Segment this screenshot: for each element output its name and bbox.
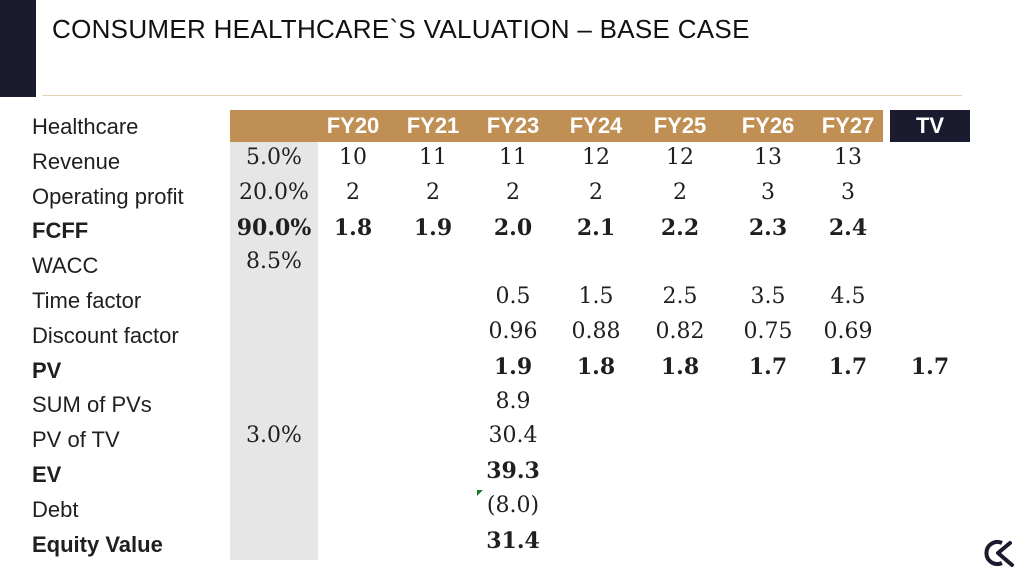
cell-comment-marker <box>477 490 483 496</box>
table-cell: 12 <box>666 145 694 170</box>
table-cell: 2.1 <box>576 214 616 241</box>
table-cell: 3.5 <box>750 284 786 310</box>
table-cell: 1.8 <box>660 353 700 380</box>
assumption-column <box>230 142 318 560</box>
row-label-operating-profit: Operating profit <box>32 183 184 209</box>
assumption-cell: 5.0% <box>246 145 302 170</box>
table-cell: 0.82 <box>655 319 705 344</box>
table-cell: 1.7 <box>910 353 950 380</box>
tv-header-band <box>890 110 970 142</box>
table-cell: 39.3 <box>486 458 540 485</box>
accent-bar <box>0 0 36 97</box>
row-label-discount-factor: Discount factor <box>32 322 179 348</box>
table-cell: 31.4 <box>486 527 540 554</box>
table-cell: 1.9 <box>413 214 453 241</box>
assumption-cell: 90.0% <box>236 214 312 241</box>
column-header-fy24: FY24 <box>569 113 623 138</box>
assumption-cell: 20.0% <box>239 179 309 205</box>
table-cell: 2.3 <box>748 214 788 241</box>
table-cell: 0.96 <box>488 319 538 344</box>
row-label-pv: PV <box>32 357 62 383</box>
title-divider <box>42 95 962 96</box>
table-cell: 3 <box>761 179 775 205</box>
row-label-fcff: FCFF <box>32 218 89 244</box>
table-cell: 30.4 <box>488 423 538 449</box>
table-cell: 8.9 <box>495 388 531 414</box>
table-cell: 13 <box>754 145 782 170</box>
company-logo-icon <box>984 540 1014 567</box>
table-cell: 2 <box>589 179 603 205</box>
column-header-fy23: FY23 <box>486 113 540 138</box>
column-header-fy26: FY26 <box>741 113 795 138</box>
column-header-fy21: FY21 <box>406 113 460 138</box>
table-cell: 0.5 <box>495 284 531 310</box>
table-cell: 2 <box>673 179 687 205</box>
row-label-equity-value: Equity Value <box>32 531 163 557</box>
table-cell: 11 <box>499 145 527 170</box>
row-label-debt: Debt <box>32 496 79 522</box>
slide-title: CONSUMER HEALTHCARE`S VALUATION – BASE C… <box>52 14 750 44</box>
table-cell: 0.75 <box>743 319 793 344</box>
row-label-pv-of-tv: PV of TV <box>32 427 120 453</box>
header-label: Healthcare <box>32 114 139 139</box>
table-cell: 1.7 <box>748 353 788 380</box>
table-cell: (8.0) <box>486 493 540 518</box>
table-cell: 1.5 <box>578 284 614 310</box>
header-band <box>230 110 883 142</box>
table-cell: 11 <box>419 145 447 170</box>
table-cell: 0.69 <box>823 319 873 344</box>
table-cell: 12 <box>582 145 610 170</box>
assumption-cell: 8.5% <box>246 249 302 275</box>
table-cell: 2 <box>506 179 520 205</box>
table-cell: 0.88 <box>571 319 621 344</box>
table-cell: 1.9 <box>493 353 533 380</box>
table-cell: 1.8 <box>576 353 616 380</box>
column-header-fy25: FY25 <box>653 113 707 138</box>
row-label-time-factor: Time factor <box>32 287 142 313</box>
table-cell: 10 <box>339 145 367 170</box>
assumption-cell: 3.0% <box>246 423 302 449</box>
row-label-ev: EV <box>32 461 62 487</box>
table-cell: 1.7 <box>828 353 868 380</box>
column-header-fy27: FY27 <box>821 113 875 138</box>
row-labels: Healthcare Revenue Operating profit FCFF… <box>32 110 232 562</box>
column-header-tv: TV <box>915 113 945 138</box>
table-cell: 13 <box>834 145 862 170</box>
table-cell: 3 <box>841 179 855 205</box>
table-cell: 2.4 <box>828 214 868 241</box>
table-cell: 4.5 <box>830 284 866 310</box>
table-cell: 2 <box>346 179 360 205</box>
table-cell: 2.0 <box>493 214 533 241</box>
row-label-sum-of-pvs: SUM of PVs <box>32 392 152 418</box>
table-cell: 2.5 <box>662 284 698 310</box>
column-header-fy20: FY20 <box>326 113 380 138</box>
row-label-revenue: Revenue <box>32 148 121 174</box>
row-label-wacc: WACC <box>32 253 99 279</box>
table-cell: 2 <box>426 179 440 205</box>
table-cell: 1.8 <box>333 214 373 241</box>
table-cell: 2.2 <box>660 214 700 241</box>
